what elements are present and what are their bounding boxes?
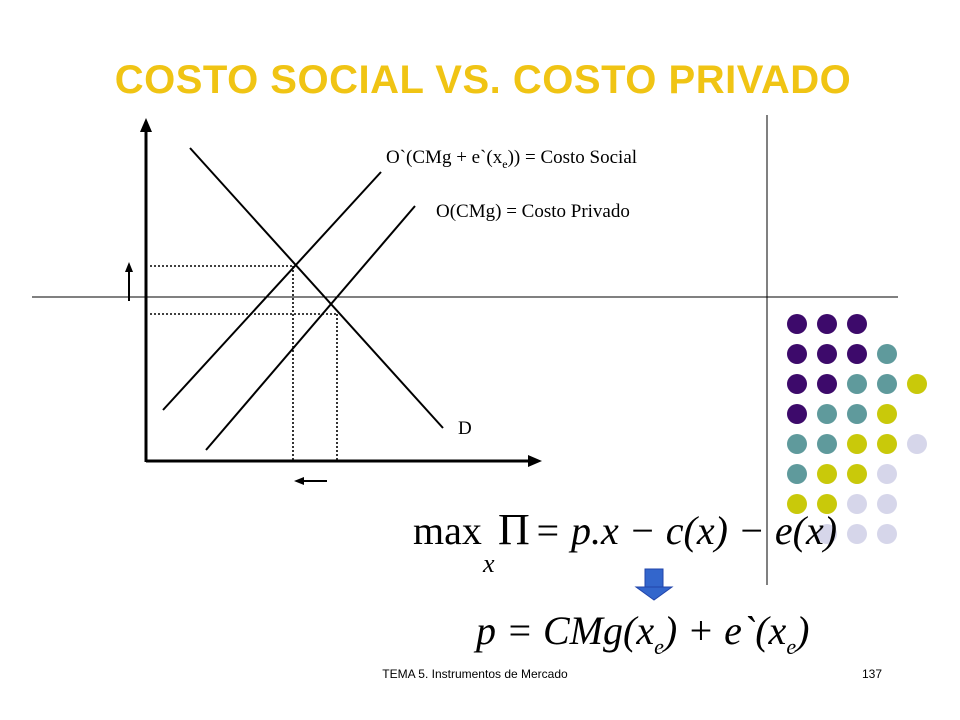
dot (787, 374, 807, 394)
page-number: 137 (862, 667, 883, 681)
quantity-decrease-arrowhead (294, 477, 304, 485)
dot (817, 494, 837, 514)
dot (817, 524, 837, 544)
decorative-dot-grid (787, 314, 927, 544)
profit-maximization-equation: max Π = p.x − c(x) − e(x) x (413, 505, 837, 578)
dot (847, 344, 867, 364)
dot (847, 404, 867, 424)
dot (817, 374, 837, 394)
dot (877, 524, 897, 544)
down-arrow-icon (634, 568, 674, 601)
eq2-sub-2: e (786, 634, 796, 659)
dot (847, 494, 867, 514)
dot (877, 344, 897, 364)
footer-text: TEMA 5. Instrumentos de Mercado (382, 667, 568, 681)
eq2-end: ) (794, 608, 809, 653)
dot (877, 404, 897, 424)
max-subscript-x: x (482, 549, 495, 578)
social-cost-curve (162, 171, 382, 411)
demand-label: D (458, 418, 472, 439)
eq2-sub-1: e (654, 634, 664, 659)
dot (817, 344, 837, 364)
dot (787, 314, 807, 334)
max-operator: max (413, 508, 482, 553)
optimality-condition-equation: p = CMg(xe) + e`(xe) (473, 608, 809, 659)
social-cost-label-sub: e (502, 157, 507, 171)
dot (817, 434, 837, 454)
dot (817, 464, 837, 484)
dot (847, 374, 867, 394)
dot (847, 434, 867, 454)
dot (907, 374, 927, 394)
private-cost-curve (205, 205, 416, 451)
profit-equation-rhs: = p.x − c(x) − e(x) (534, 508, 837, 553)
slide-title: COSTO SOCIAL VS. COSTO PRIVADO (114, 58, 852, 102)
optimality-condition-text: p = CMg(xe) + e`(xe) (473, 608, 809, 659)
dot (877, 434, 897, 454)
y-axis-arrowhead (140, 118, 152, 132)
dot (877, 494, 897, 514)
dot (787, 404, 807, 424)
x-axis-arrowhead (528, 455, 542, 467)
eq2-lhs: p = CMg(x (473, 608, 654, 653)
dot (787, 344, 807, 364)
profit-symbol: Π (498, 505, 530, 554)
private-cost-label: O(CMg) = Costo Privado (436, 201, 630, 222)
dot (787, 434, 807, 454)
social-cost-label-prefix: O`(CMg + e`(x (386, 147, 503, 168)
dot (877, 464, 897, 484)
dot (787, 494, 807, 514)
demand-curve (189, 147, 444, 429)
dot (877, 374, 897, 394)
dot (907, 434, 927, 454)
dot (817, 404, 837, 424)
price-increase-arrowhead (125, 262, 133, 272)
dot (817, 314, 837, 334)
eq2-mid: ) + e`(x (662, 608, 787, 653)
dot (847, 464, 867, 484)
dot (787, 464, 807, 484)
social-cost-label-suffix: )) = Costo Social (508, 147, 637, 168)
dot (847, 314, 867, 334)
dot (847, 524, 867, 544)
social-cost-label: O`(CMg + e`(xe)) = Costo Social (386, 147, 637, 171)
